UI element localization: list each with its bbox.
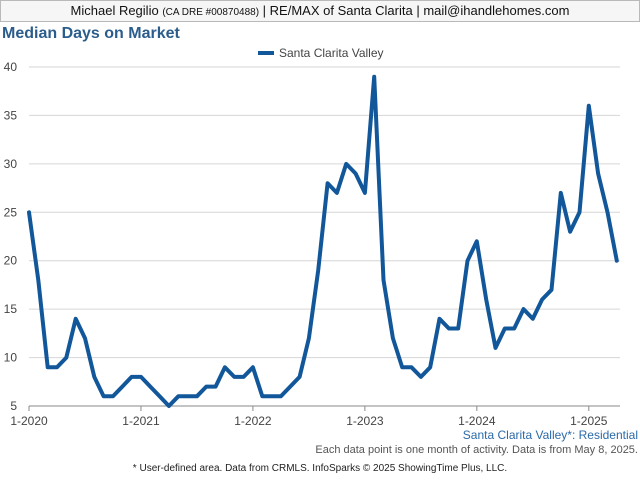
data-point — [335, 191, 339, 195]
data-point — [438, 317, 442, 321]
data-point — [251, 365, 255, 369]
y-tick-label: 10 — [4, 351, 18, 365]
data-point — [214, 385, 218, 389]
data-point — [102, 394, 106, 398]
data-point — [559, 191, 563, 195]
data-point — [307, 336, 311, 340]
y-tick-label: 25 — [4, 205, 18, 219]
data-point — [484, 297, 488, 301]
y-tick-label: 15 — [4, 302, 18, 316]
x-tick-label: 1-2022 — [234, 414, 272, 428]
data-point — [36, 278, 40, 282]
agent-license: (CA DRE #00870488) — [162, 7, 260, 18]
data-point — [92, 375, 96, 379]
data-point — [27, 210, 31, 214]
data-point — [260, 394, 264, 398]
legend-label: Santa Clarita Valley — [279, 46, 384, 60]
data-point — [111, 394, 115, 398]
data-point — [419, 375, 423, 379]
data-point — [167, 404, 171, 408]
data-point — [354, 172, 358, 176]
data-point — [120, 385, 124, 389]
data-point — [288, 385, 292, 389]
data-point — [270, 394, 274, 398]
y-tick-label: 5 — [10, 399, 17, 413]
agent-name: Michael Regilio — [70, 3, 159, 18]
data-point — [232, 375, 236, 379]
data-point — [400, 365, 404, 369]
data-point — [428, 365, 432, 369]
x-tick-label: 1-2023 — [346, 414, 384, 428]
data-point — [447, 327, 451, 331]
data-point — [503, 327, 507, 331]
data-point — [148, 385, 152, 389]
series-layer — [27, 74, 619, 408]
x-tick-label: 1-2025 — [570, 414, 608, 428]
data-point — [577, 210, 581, 214]
y-tick-label: 30 — [4, 157, 18, 171]
agent-header-bar: Michael Regilio (CA DRE #00870488) | RE/… — [0, 0, 640, 22]
grid-layer — [29, 66, 620, 407]
data-point — [176, 394, 180, 398]
data-point — [344, 162, 348, 166]
data-point — [456, 327, 460, 331]
data-point — [540, 297, 544, 301]
data-point — [64, 356, 68, 360]
data-point — [605, 210, 609, 214]
data-point — [382, 278, 386, 282]
data-point — [587, 104, 591, 108]
y-tick-label: 40 — [4, 60, 18, 74]
data-note: Each data point is one month of activity… — [315, 444, 638, 456]
data-point — [326, 181, 330, 185]
data-point — [195, 394, 199, 398]
data-point — [596, 172, 600, 176]
agent-contact: | RE/MAX of Santa Clarita | mail@ihandle… — [262, 3, 570, 18]
series-line-santa-clarita-valley — [27, 74, 619, 408]
data-point — [74, 317, 78, 321]
data-point — [466, 259, 470, 263]
data-point — [512, 327, 516, 331]
data-point — [475, 239, 479, 243]
data-point — [279, 394, 283, 398]
data-point — [549, 288, 553, 292]
data-point — [83, 336, 87, 340]
data-point — [363, 191, 367, 195]
data-point — [223, 365, 227, 369]
legend: Santa Clarita Valley — [258, 46, 384, 60]
data-point — [204, 385, 208, 389]
data-point — [521, 307, 525, 311]
x-tick-label: 1-2024 — [458, 414, 496, 428]
data-point — [568, 230, 572, 234]
data-point — [615, 259, 619, 263]
data-point — [316, 268, 320, 272]
data-point — [391, 336, 395, 340]
x-tick-label: 1-2021 — [122, 414, 160, 428]
data-point — [531, 317, 535, 321]
data-point — [372, 75, 376, 79]
x-tick-label: 1-2020 — [10, 414, 48, 428]
data-point — [139, 375, 143, 379]
data-point — [298, 375, 302, 379]
data-point — [494, 346, 498, 350]
data-point — [410, 365, 414, 369]
source-credit: * User-defined area. Data from CRMLS. In… — [132, 463, 508, 474]
data-point — [158, 394, 162, 398]
chart-title: Median Days on Market — [2, 25, 180, 42]
data-point — [186, 394, 190, 398]
area-label: Santa Clarita Valley*: Residential — [462, 428, 638, 442]
y-tick-label: 35 — [4, 108, 18, 122]
data-point — [130, 375, 134, 379]
axis-layer: 5 10 15 20 25 30 35 40 1-2020 1-2021 1-2022 1-2023 1… — [4, 60, 608, 428]
y-tick-label: 20 — [4, 254, 18, 268]
data-point — [242, 375, 246, 379]
data-point — [46, 365, 50, 369]
data-point — [55, 365, 59, 369]
